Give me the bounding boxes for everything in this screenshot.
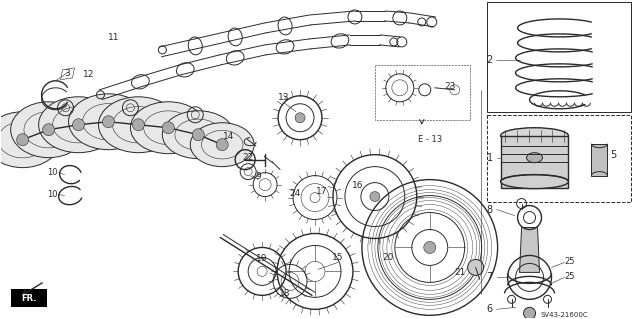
Text: 19: 19 [257, 254, 268, 263]
Text: 5: 5 [610, 150, 616, 160]
Ellipse shape [0, 112, 61, 168]
Circle shape [102, 116, 115, 128]
Text: 1: 1 [486, 153, 493, 163]
Text: 23: 23 [444, 82, 456, 91]
Ellipse shape [99, 97, 179, 153]
Bar [375, 65, 470, 120]
Bar [591, 144, 607, 176]
Circle shape [132, 119, 145, 131]
Text: 20: 20 [382, 253, 394, 262]
Circle shape [72, 119, 84, 131]
Text: 25: 25 [564, 257, 575, 266]
Text: 3: 3 [65, 69, 70, 78]
Text: 13: 13 [278, 93, 290, 102]
Ellipse shape [11, 102, 86, 158]
Text: 12: 12 [83, 70, 94, 79]
Text: 10: 10 [47, 168, 58, 177]
Circle shape [192, 129, 204, 141]
Text: E - 13: E - 13 [418, 135, 442, 144]
Text: SV43-21600C: SV43-21600C [541, 312, 588, 318]
Text: 22: 22 [243, 153, 254, 162]
Text: 24: 24 [289, 189, 301, 198]
Text: 14: 14 [223, 132, 234, 141]
Circle shape [163, 122, 174, 134]
Text: 10: 10 [47, 190, 58, 199]
Text: 21: 21 [454, 268, 465, 277]
Text: 6: 6 [486, 304, 493, 314]
Text: 16: 16 [352, 181, 364, 190]
Ellipse shape [68, 94, 148, 150]
Bar [11, 289, 47, 307]
Polygon shape [520, 227, 540, 272]
Text: 17: 17 [316, 187, 328, 196]
Circle shape [468, 259, 484, 275]
Text: 7: 7 [486, 272, 493, 282]
Circle shape [524, 307, 536, 319]
Circle shape [370, 192, 380, 202]
Bar [500, 136, 568, 188]
Text: 25: 25 [564, 272, 575, 281]
Circle shape [216, 139, 228, 151]
Text: 9: 9 [255, 172, 261, 181]
Text: 18: 18 [279, 289, 291, 298]
Ellipse shape [163, 111, 234, 159]
Ellipse shape [190, 123, 254, 167]
Ellipse shape [38, 97, 118, 153]
Ellipse shape [500, 174, 568, 189]
Text: 15: 15 [332, 253, 344, 262]
Ellipse shape [131, 102, 206, 154]
Ellipse shape [500, 128, 568, 144]
Text: 2: 2 [486, 55, 493, 65]
Bar [486, 2, 631, 112]
Bar [486, 115, 631, 202]
Ellipse shape [527, 153, 543, 163]
Circle shape [295, 113, 305, 123]
Text: FR.: FR. [21, 294, 36, 303]
Text: 11: 11 [108, 33, 119, 42]
Circle shape [424, 241, 436, 254]
Text: 8: 8 [486, 204, 493, 215]
Circle shape [43, 124, 54, 136]
Polygon shape [61, 68, 74, 80]
Circle shape [17, 134, 29, 146]
